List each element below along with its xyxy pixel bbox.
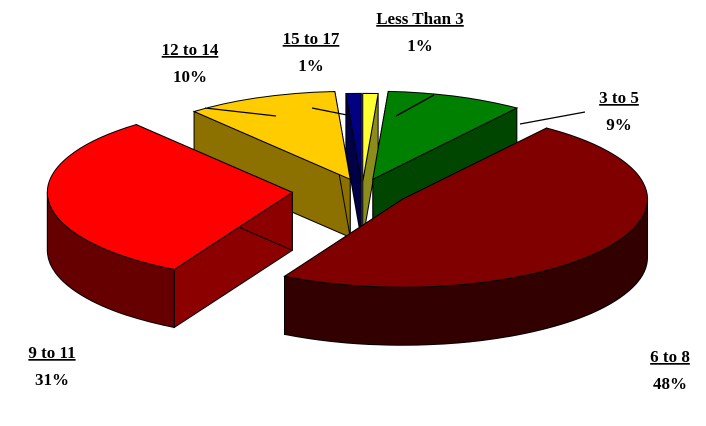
- slice-6-to-8: [283, 127, 649, 288]
- slice-less-than-3: [362, 92, 379, 182]
- slice-3-to-5: [372, 90, 519, 181]
- pie-tops: [46, 90, 649, 288]
- leader-line-12-to-14: [204, 107, 277, 117]
- leader-line-less-than-3: [395, 94, 435, 117]
- slice-labels: Less Than 3 1% 3 to 5 9% 6 to 8 48% 9 to 11 31%…: [28, 9, 689, 393]
- leader-line-15-to-17: [311, 107, 353, 117]
- slice-label-15-to-17: 15 to 17: [283, 29, 340, 48]
- slice-value-15-to-17: 1%: [298, 56, 324, 75]
- slice-9-to-11: [46, 124, 294, 271]
- slice-label-9-to-11: 9 to 11: [28, 343, 75, 362]
- slice-label-3-to-5: 3 to 5: [599, 88, 639, 107]
- leader-lines: [204, 94, 586, 125]
- slice-label-6-to-8: 6 to 8: [650, 347, 690, 366]
- slice-label-less-than-3: Less Than 3: [376, 9, 464, 28]
- slice-value-12-to-14: 10%: [173, 67, 207, 86]
- slice-value-less-than-3: 1%: [407, 36, 433, 55]
- slice-label-12-to-14: 12 to 14: [162, 40, 219, 59]
- slice-value-3-to-5: 9%: [606, 115, 632, 134]
- slice-12-to-14: [192, 90, 351, 181]
- leader-line-3-to-5: [519, 111, 586, 125]
- slice-value-9-to-11: 31%: [35, 370, 69, 389]
- slice-value-6-to-8: 48%: [653, 374, 687, 393]
